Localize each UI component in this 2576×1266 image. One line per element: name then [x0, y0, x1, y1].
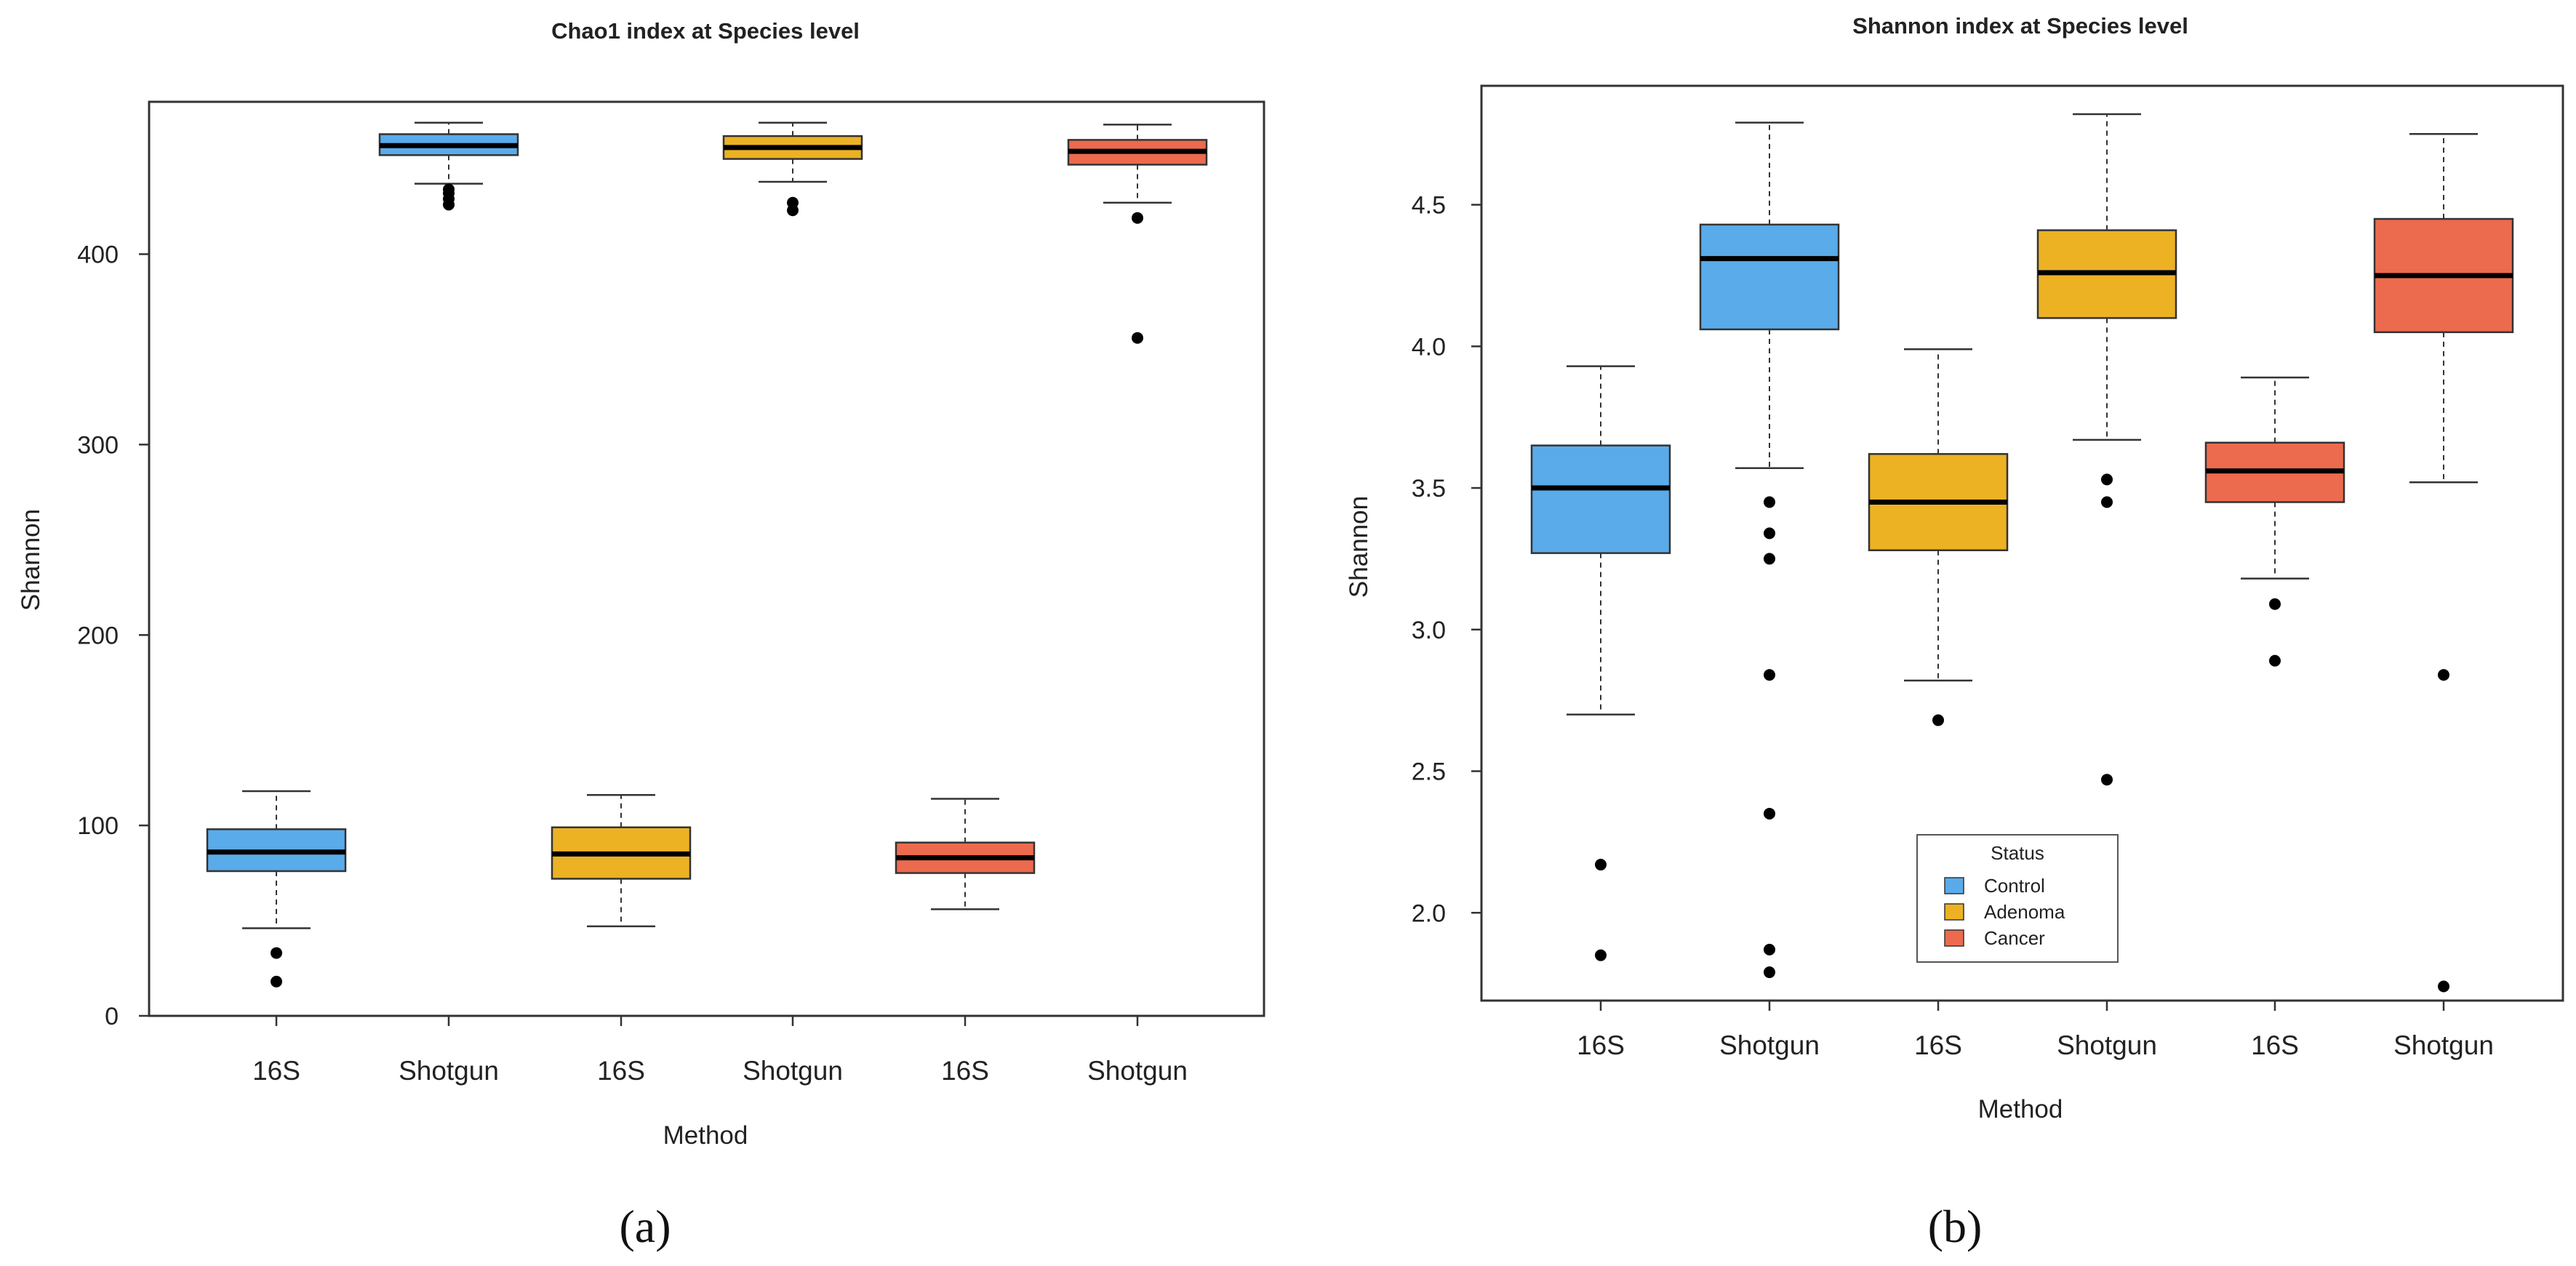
- box-b-2: [1699, 121, 1840, 979]
- x-tick-label-b: 16S: [1577, 1030, 1625, 1060]
- y-axis-label-b: Shannon: [1345, 496, 1373, 598]
- outlier-point: [443, 199, 455, 211]
- x-tick-label-b: 16S: [1914, 1030, 1962, 1060]
- outlier-point: [2269, 654, 2281, 667]
- legend-label-cancer: Cancer: [1984, 927, 2045, 949]
- outlier-point: [2101, 473, 2113, 486]
- box-a-4: [722, 121, 863, 217]
- box-iqr: [1530, 444, 1671, 554]
- y-tick-label-a: 300: [77, 431, 119, 459]
- outlier-point: [1764, 943, 1775, 955]
- outlier-point: [1132, 332, 1143, 344]
- plot-frame-a: [148, 100, 1265, 1017]
- x-tick-label-b: Shotgun: [2393, 1030, 2494, 1060]
- outlier-point: [2438, 669, 2449, 681]
- box-a-6: [1067, 124, 1208, 344]
- outlier-point: [1764, 553, 1775, 565]
- y-tick-label-b: 3.0: [1412, 617, 1446, 644]
- outlier-point: [1764, 807, 1775, 820]
- box-a-1: [206, 790, 347, 987]
- box-a-2: [378, 121, 519, 211]
- outlier-point: [1132, 212, 1143, 224]
- legend-title: Status: [1991, 842, 2044, 864]
- outlier-point: [1595, 949, 1607, 961]
- x-tick-label-a: Shotgun: [743, 1056, 843, 1086]
- y-tick-label-a: 200: [77, 622, 119, 649]
- legend-label-adenoma: Adenoma: [1984, 901, 2065, 923]
- outlier-point: [1764, 669, 1775, 681]
- y-tick-label-a: 400: [77, 241, 119, 269]
- legend-swatch-cancer: [1944, 929, 1964, 947]
- x-tick-label-a: 16S: [941, 1056, 989, 1086]
- x-tick-label-a: Shotgun: [1087, 1056, 1188, 1086]
- legend: Status Control Adenoma Cancer: [1916, 834, 2119, 963]
- x-tick-label-b: 16S: [2251, 1030, 2299, 1060]
- outlier-point: [1764, 527, 1775, 540]
- x-axis-label-b: Method: [1978, 1095, 2063, 1123]
- y-tick-label-b: 2.5: [1412, 758, 1446, 786]
- y-tick-label-b: 4.0: [1412, 333, 1446, 361]
- x-tick-label-b: Shotgun: [2057, 1030, 2157, 1060]
- box-b-6: [2373, 132, 2514, 993]
- legend-label-control: Control: [1984, 875, 2045, 897]
- outlier-point: [2438, 980, 2449, 993]
- y-tick-label-b: 3.5: [1412, 475, 1446, 502]
- outlier-point: [1764, 496, 1775, 508]
- y-tick-label-a: 0: [105, 1003, 119, 1030]
- chart-title-b: Shannon index at Species level: [1852, 13, 2188, 39]
- box-b-5: [2204, 376, 2345, 667]
- box-a-3: [551, 793, 692, 928]
- plot-area-a: 0 100 200 300 400 16S Shotgun 16S Shotgun 16S Shot…: [77, 100, 1265, 1086]
- y-axis-label-a: Shannon: [17, 509, 45, 611]
- outlier-point: [1932, 714, 1944, 726]
- y-tick-label-b: 2.0: [1412, 900, 1446, 927]
- box-iqr: [1699, 223, 1840, 331]
- outlier-point: [2101, 496, 2113, 508]
- outlier-point: [1764, 966, 1775, 979]
- box-b-4: [2036, 113, 2177, 786]
- x-tick-label-b: Shotgun: [1719, 1030, 1820, 1060]
- box-b-1: [1530, 365, 1671, 961]
- outlier-point: [271, 975, 282, 987]
- outlier-point: [2269, 598, 2281, 610]
- panel-label-a: (a): [619, 1201, 671, 1252]
- box-a-5: [895, 798, 1036, 910]
- x-tick-label-a: Shotgun: [399, 1056, 499, 1086]
- box-b-3: [1868, 348, 2009, 726]
- x-tick-label-a: 16S: [597, 1056, 645, 1086]
- plot-area-b: 2.0 2.5 3.0 3.5 4.0 4.5 16S Shotgun 16S Shotgun 16…: [1412, 84, 2564, 1060]
- y-tick-label-a: 100: [77, 812, 119, 840]
- panel-label-b: (b): [1928, 1201, 1983, 1252]
- outlier-point: [271, 947, 282, 959]
- x-axis-label-a: Method: [663, 1121, 748, 1150]
- outlier-point: [787, 204, 799, 217]
- y-tick-label-b: 4.5: [1412, 192, 1446, 220]
- x-tick-label-a: 16S: [252, 1056, 300, 1086]
- legend-swatch-control: [1944, 877, 1964, 894]
- plot-frame-b: [1480, 84, 2564, 1002]
- outlier-point: [1595, 859, 1607, 871]
- outlier-point: [2101, 774, 2113, 786]
- chart-title-a: Chao1 index at Species level: [551, 18, 860, 44]
- legend-swatch-adenoma: [1944, 903, 1964, 921]
